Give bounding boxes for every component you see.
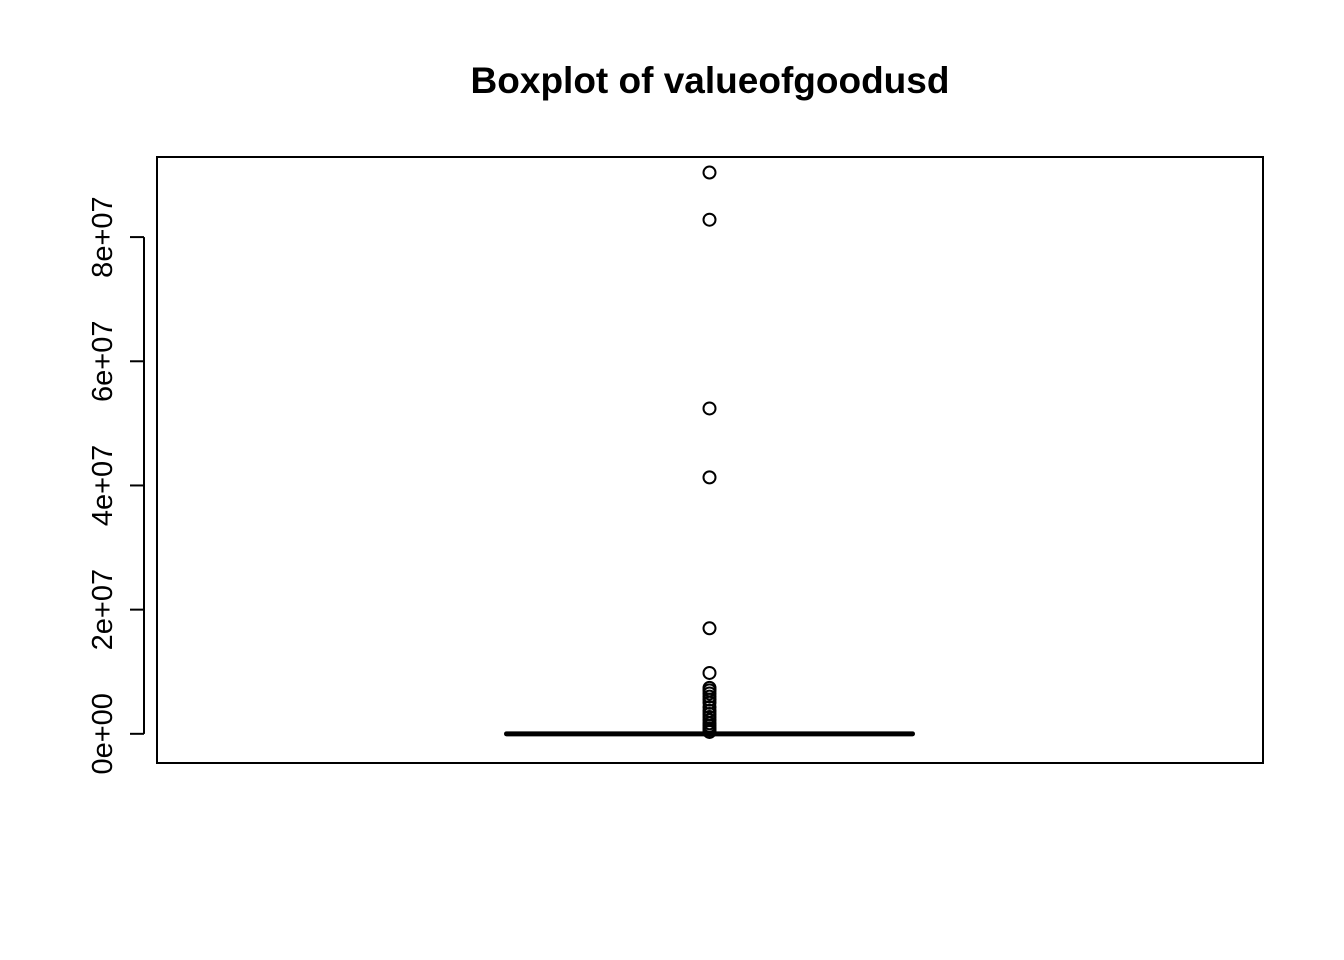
chart-title: Boxplot of valueofgoodusd: [471, 60, 950, 101]
y-tick-label: 0e+00: [87, 693, 119, 774]
outlier-point: [702, 212, 717, 227]
y-tick-label: 4e+07: [87, 445, 119, 526]
outlier-points: [702, 165, 717, 739]
outlier-point: [702, 724, 717, 739]
y-tick-label: 6e+07: [87, 321, 119, 402]
outlier-point: [702, 165, 717, 180]
outlier-point: [702, 621, 717, 636]
plot-frame: [156, 156, 1264, 764]
y-axis-ticks: 0e+00 2e+07 4e+07 6e+07 8e+07: [87, 196, 144, 775]
y-tick-label: 2e+07: [87, 569, 119, 650]
outlier-point: [702, 401, 717, 416]
outlier-point: [702, 700, 717, 715]
outlier-point: [702, 665, 717, 680]
outlier-point: [702, 470, 717, 485]
y-tick-label: 8e+07: [87, 196, 119, 277]
